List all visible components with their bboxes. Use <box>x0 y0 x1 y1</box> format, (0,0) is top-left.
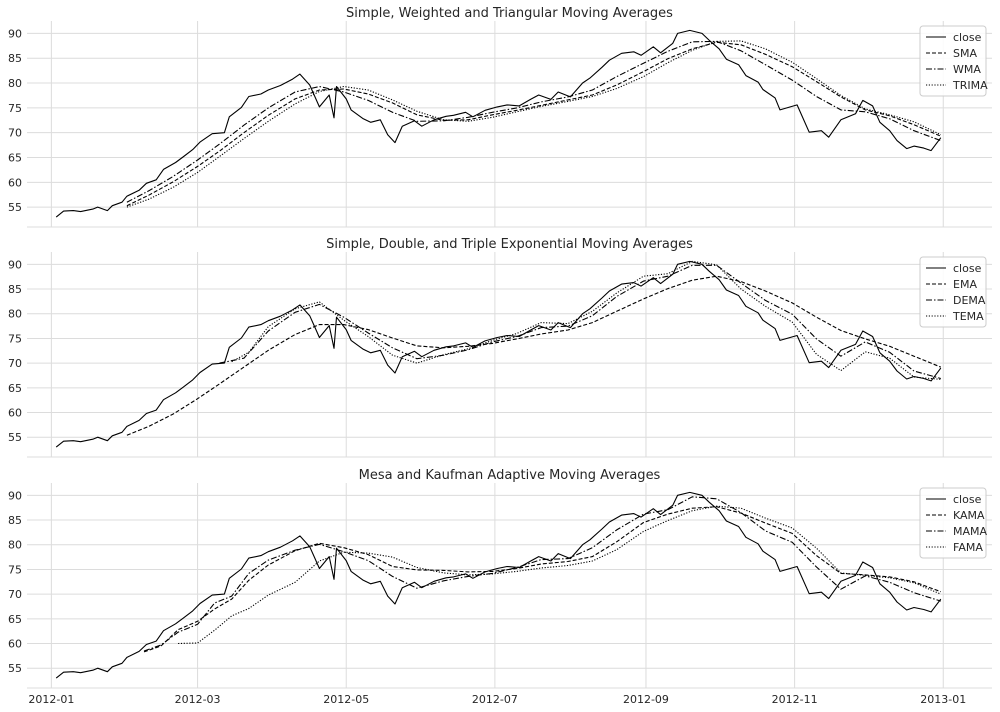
chart-title: Simple, Double, and Triple Exponential M… <box>326 237 693 252</box>
series-line-ema <box>127 276 941 435</box>
y-tick-label: 80 <box>8 539 22 552</box>
x-tick-label: 2013-01 <box>920 693 966 706</box>
series-line-tema <box>232 261 941 379</box>
legend-label: TEMA <box>952 310 984 323</box>
legend-label: close <box>953 493 982 506</box>
legend-label: DEMA <box>953 294 986 307</box>
legend-label: TRIMA <box>952 79 988 92</box>
y-tick-label: 65 <box>8 613 22 626</box>
chart-title: Simple, Weighted and Triangular Moving A… <box>346 6 673 21</box>
y-tick-label: 90 <box>8 258 22 271</box>
y-tick-label: 75 <box>8 563 22 576</box>
y-tick-label: 60 <box>8 407 22 420</box>
x-tick-label: 2012-05 <box>323 693 369 706</box>
y-tick-label: 70 <box>8 357 22 370</box>
y-tick-label: 80 <box>8 308 22 321</box>
legend-label: KAMA <box>953 509 985 522</box>
legend-label: EMA <box>953 278 977 291</box>
legend-label: MAMA <box>953 525 988 538</box>
y-tick-label: 90 <box>8 489 22 502</box>
x-tick-label: 2012-09 <box>623 693 669 706</box>
x-tick-label: 2012-07 <box>472 693 518 706</box>
chart-title: Mesa and Kaufman Adaptive Moving Average… <box>359 468 661 483</box>
y-tick-label: 65 <box>8 382 22 395</box>
panel-kama-mama-fama: Mesa and Kaufman Adaptive Moving Average… <box>8 468 992 706</box>
legend-label: close <box>953 31 982 44</box>
series-line-fama <box>178 506 941 643</box>
panel-sma-wma-trima: Simple, Weighted and Triangular Moving A… <box>8 6 992 227</box>
y-tick-label: 70 <box>8 127 22 140</box>
series-line-sma <box>127 42 941 205</box>
legend-label: FAMA <box>953 541 983 554</box>
legend-label: WMA <box>953 63 981 76</box>
series-line-wma <box>127 41 941 202</box>
panel-ema-dema-tema: Simple, Double, and Triple Exponential M… <box>8 237 992 457</box>
x-tick-label: 2012-11 <box>772 693 818 706</box>
y-tick-label: 80 <box>8 77 22 90</box>
y-tick-label: 85 <box>8 283 22 296</box>
y-tick-label: 55 <box>8 431 22 444</box>
y-tick-label: 55 <box>8 201 22 214</box>
y-tick-label: 75 <box>8 332 22 345</box>
y-tick-label: 75 <box>8 102 22 115</box>
y-tick-label: 60 <box>8 176 22 189</box>
y-tick-label: 90 <box>8 27 22 40</box>
series-line-kama <box>144 507 941 652</box>
y-tick-label: 85 <box>8 52 22 65</box>
x-tick-label: 2012-03 <box>175 693 221 706</box>
y-tick-label: 65 <box>8 152 22 165</box>
legend-label: close <box>953 262 982 275</box>
y-tick-label: 60 <box>8 638 22 651</box>
x-tick-label: 2012-01 <box>28 693 74 706</box>
y-tick-label: 55 <box>8 662 22 675</box>
y-tick-label: 70 <box>8 588 22 601</box>
y-tick-label: 85 <box>8 514 22 527</box>
legend-label: SMA <box>953 47 977 60</box>
